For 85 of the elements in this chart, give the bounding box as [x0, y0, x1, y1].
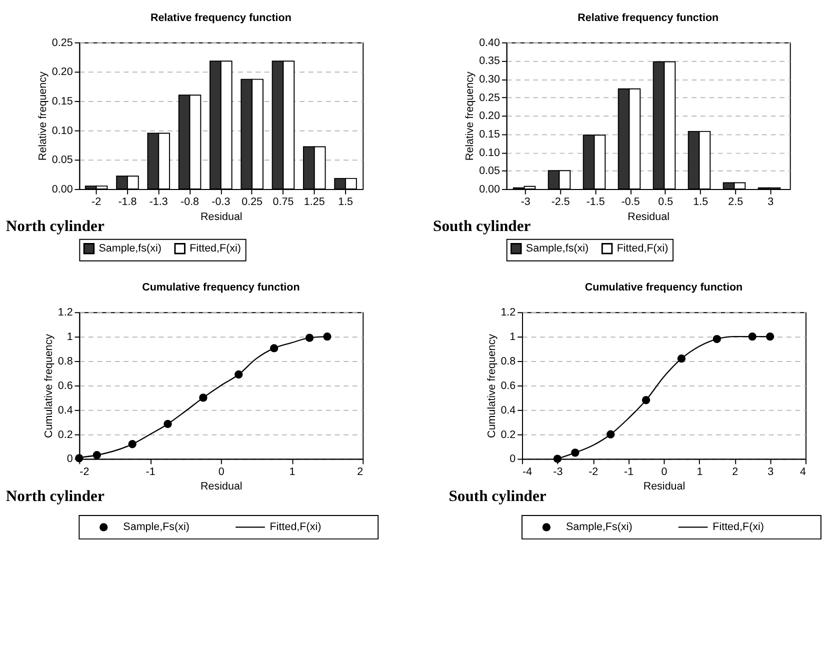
x-tick-label: 4	[800, 466, 806, 478]
x-tick-label: 2	[357, 466, 364, 478]
legend-label: Sample,Fs(xi)	[566, 521, 632, 534]
x-tick-label: 1.5	[338, 196, 354, 208]
y-axis-title: Relative frequency	[37, 71, 50, 161]
y-tick-label: 0.20	[52, 66, 73, 78]
text: North cylinder	[6, 488, 104, 505]
y-tick-label: 0	[510, 453, 516, 466]
y-tick-label: 0.6	[500, 380, 516, 392]
x-tick-label: -2	[80, 466, 90, 478]
x-tick-label: 1.25	[304, 196, 325, 208]
x-axis-title: Residual	[200, 210, 242, 223]
y-tick-label: 0.05	[52, 154, 73, 166]
x-tick-label: -0.8	[180, 196, 200, 208]
y-tick-label: 1	[66, 331, 73, 344]
x-tick-label: -1	[146, 466, 156, 478]
y-tick-label: 0.00	[52, 183, 73, 196]
y-axis-title: Cumulative frequency	[43, 333, 56, 438]
legend-label: Fitted,F(xi)	[270, 521, 322, 534]
y-tick-label: 0.10	[52, 124, 73, 137]
x-tick-label: 0	[218, 466, 224, 478]
x-tick-label: 3	[768, 466, 774, 478]
chart-title: Relative frequency function	[578, 12, 719, 24]
x-tick-label: 0	[661, 466, 668, 478]
y-tick-label: 0.4	[500, 404, 516, 416]
y-tick-label: 0.4	[58, 404, 73, 416]
y-tick-label: 0.2	[58, 428, 73, 441]
x-tick-label: 1	[696, 466, 703, 478]
y-tick-label: 0.25	[52, 36, 73, 49]
y-tick-label: 0.2	[500, 428, 516, 441]
x-tick-label: -0.5	[621, 196, 640, 208]
x-tick-label: 0.75	[272, 196, 294, 208]
legend-label: Sample,fs(xi)	[98, 242, 162, 255]
chart-title: Cumulative frequency function	[584, 282, 743, 294]
x-tick-label: 2	[732, 466, 738, 478]
y-tick-label: 0.15	[52, 95, 73, 108]
text: South cylinder	[448, 488, 546, 505]
y-tick-label: 0.30	[479, 73, 500, 86]
x-tick-label: -0.3	[212, 196, 230, 208]
y-tick-label: 0.40	[479, 36, 500, 49]
x-tick-label: 3	[768, 196, 774, 208]
x-tick-label: -4	[522, 466, 532, 478]
y-tick-label: 0.8	[58, 355, 73, 368]
y-tick-label: 0.00	[479, 183, 500, 196]
chart-title: Cumulative frequency function	[142, 282, 300, 294]
legend-label: Fitted,F(xi)	[616, 242, 668, 255]
legend-label: Fitted,F(xi)	[712, 521, 764, 534]
x-tick-label: -3	[553, 466, 563, 478]
chart-title: Relative frequency function	[150, 12, 292, 24]
x-tick-label: 2.5	[728, 196, 744, 208]
y-tick-label: 0.25	[479, 92, 500, 104]
x-tick-label: -1.8	[118, 196, 137, 208]
y-tick-label: 0.6	[58, 380, 73, 392]
y-tick-label: 0.35	[479, 55, 500, 68]
text: South cylinder	[433, 218, 531, 236]
x-tick-label: -1.3	[149, 196, 168, 208]
x-tick-label: -2	[92, 196, 102, 208]
y-tick-label: 0.8	[500, 355, 516, 368]
y-tick-label: 1.2	[58, 306, 73, 319]
x-tick-label: 1.5	[693, 196, 708, 208]
legend-label: Fitted,F(xi)	[190, 242, 242, 255]
y-tick-label: 0	[66, 453, 73, 466]
x-tick-label: 0.5	[658, 196, 674, 208]
y-tick-label: 0.15	[479, 128, 500, 140]
y-tick-label: 0.05	[479, 165, 500, 178]
y-axis-title: Relative frequency	[464, 71, 476, 161]
y-tick-label: 0.10	[479, 146, 500, 159]
y-axis-title: Cumulative frequency	[486, 333, 498, 438]
x-tick-label: -2	[588, 466, 598, 478]
x-tick-label: -1	[624, 466, 634, 478]
x-tick-label: -2.5	[551, 196, 570, 208]
y-tick-label: 1.2	[500, 306, 516, 319]
y-tick-label: 1	[510, 331, 516, 344]
x-tick-label: -1.5	[586, 196, 605, 208]
x-axis-title: Residual	[200, 480, 242, 493]
point	[766, 332, 774, 341]
text: North cylinder	[6, 218, 104, 236]
y-tick-label: 0.20	[479, 110, 500, 122]
legend-label: Sample,Fs(xi)	[123, 521, 190, 534]
x-axis-title: Residual	[643, 480, 686, 493]
legend-label: Sample,fs(xi)	[526, 242, 589, 255]
x-tick-label: -3	[520, 196, 530, 208]
x-tick-label: 0.25	[242, 196, 263, 208]
x-axis-title: Residual	[628, 210, 670, 223]
x-tick-label: 1	[289, 466, 296, 478]
